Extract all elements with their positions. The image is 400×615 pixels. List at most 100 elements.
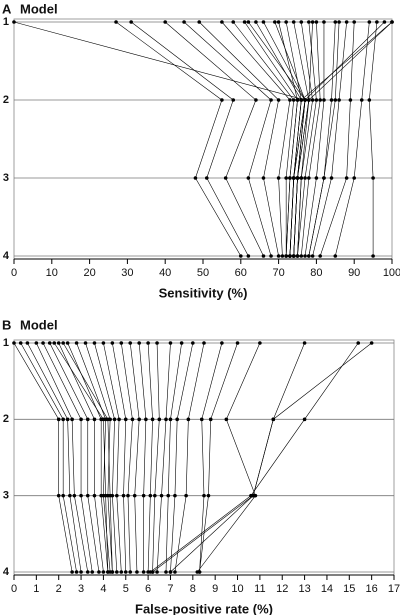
data-point [261, 176, 266, 180]
data-point [310, 98, 315, 102]
series-line [293, 21, 385, 257]
series-line [67, 342, 109, 573]
data-point [318, 254, 322, 258]
data-point [206, 493, 211, 498]
y-tick-label: 4 [3, 250, 10, 262]
data-point [291, 176, 296, 180]
data-point [92, 417, 97, 422]
series-line [308, 21, 336, 257]
data-point [302, 417, 307, 422]
series-line [27, 342, 82, 573]
data-point [115, 570, 119, 574]
data-point [288, 254, 292, 258]
data-point [155, 341, 159, 345]
series-line [62, 342, 113, 573]
data-point [299, 176, 304, 180]
data-point [135, 570, 139, 574]
data-point [197, 20, 202, 24]
series-line [335, 21, 370, 257]
series-line [165, 342, 182, 573]
data-point [367, 20, 372, 24]
data-point [242, 20, 247, 24]
data-point [126, 493, 130, 498]
data-point [173, 570, 177, 574]
data-point [246, 176, 251, 180]
data-point [68, 493, 72, 498]
y-tick-label: 3 [3, 172, 9, 184]
data-point [329, 98, 334, 102]
data-point [352, 20, 357, 24]
series-line [278, 21, 298, 257]
data-point [130, 417, 135, 422]
data-point [61, 341, 65, 345]
x-tick-label: 11 [254, 583, 265, 595]
data-point [148, 570, 153, 574]
x-tick-label: 100 [383, 267, 400, 279]
panel-label: B [2, 317, 11, 332]
series-line [248, 21, 306, 257]
series-line [199, 21, 279, 257]
data-point [92, 341, 97, 345]
data-point [70, 417, 74, 422]
data-point [261, 254, 266, 258]
x-tick-label: 90 [348, 267, 360, 279]
data-point [79, 570, 83, 574]
data-point [153, 493, 157, 498]
data-point [119, 341, 124, 345]
series-line [49, 342, 100, 573]
data-point [239, 254, 243, 258]
series-line [130, 21, 249, 257]
data-point [117, 417, 121, 422]
data-point [359, 98, 364, 102]
data-point [220, 98, 224, 102]
data-point [110, 341, 115, 345]
data-point [307, 20, 311, 24]
series-line [120, 342, 133, 573]
x-tick-label: 9 [212, 583, 218, 595]
x-tick-label: 15 [343, 583, 355, 595]
data-point [258, 341, 262, 345]
data-point [56, 493, 61, 498]
series-line [199, 342, 238, 573]
data-point [276, 176, 281, 180]
data-point [115, 493, 119, 498]
data-point [123, 417, 128, 422]
series-line [233, 21, 295, 256]
x-tick-label: 17 [388, 583, 400, 595]
data-point [85, 417, 90, 422]
data-point [280, 254, 285, 258]
data-point [390, 20, 394, 24]
series-line [297, 21, 393, 257]
data-point [72, 493, 77, 498]
data-point [103, 493, 108, 498]
x-tick-label: 1 [33, 583, 39, 595]
data-point [299, 254, 304, 258]
data-point [314, 20, 319, 24]
data-point [157, 417, 162, 422]
data-point [337, 98, 341, 102]
data-point [303, 98, 307, 102]
data-point [168, 570, 173, 574]
data-point [329, 176, 334, 180]
panel-title: Model [20, 1, 58, 16]
data-point [175, 417, 179, 422]
data-point [344, 20, 349, 24]
series-line [221, 21, 291, 257]
data-point [307, 254, 311, 258]
data-point [148, 493, 153, 498]
x-tick-label: 0 [11, 583, 17, 595]
data-point [371, 254, 375, 258]
data-point [65, 341, 70, 345]
x-tick-label: 10 [46, 267, 58, 279]
data-point [163, 20, 167, 24]
data-point [97, 570, 101, 574]
series-line [170, 342, 194, 573]
x-tick-label: 12 [276, 583, 288, 595]
data-point [299, 20, 304, 24]
data-point [322, 98, 326, 102]
data-point [101, 570, 106, 574]
y-tick-label: 1 [3, 337, 9, 349]
data-point [223, 176, 228, 180]
series-line [13, 342, 73, 573]
series-line [199, 342, 223, 573]
